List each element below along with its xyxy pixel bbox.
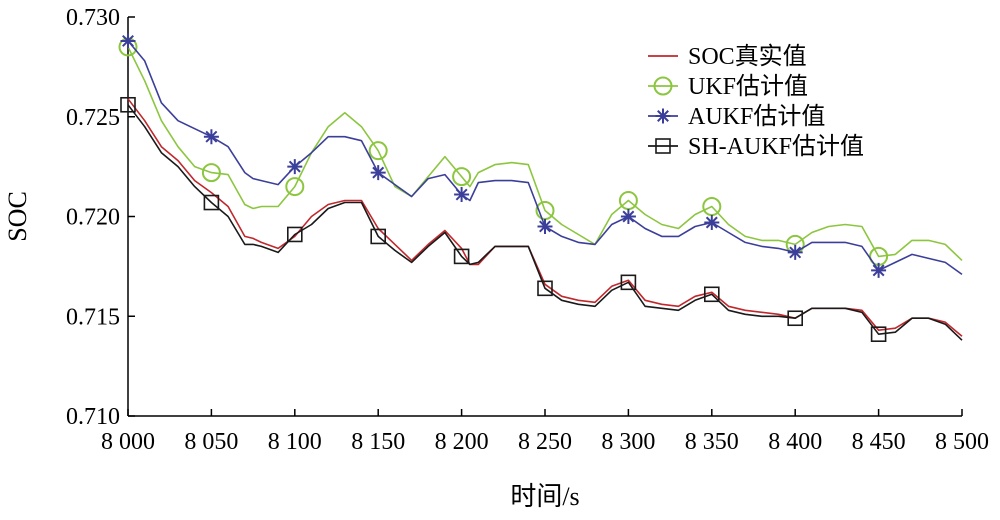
- series-line: [127, 104, 963, 341]
- series-line: [127, 46, 963, 261]
- star-marker: [655, 108, 671, 124]
- star-marker: [203, 129, 219, 145]
- series-square: [120, 96, 963, 343]
- square-marker: [453, 248, 470, 265]
- star-marker: [787, 244, 803, 260]
- square-marker: [537, 280, 553, 297]
- legend-item: SOC真实值: [648, 43, 807, 70]
- legend-item: UKF估计值: [648, 73, 808, 100]
- y-tick-label: 0.730: [66, 5, 120, 31]
- star-marker: [287, 159, 303, 175]
- x-tick-label: 8 100: [268, 429, 322, 455]
- star-marker: [454, 187, 470, 203]
- square-marker: [703, 286, 720, 303]
- circle-marker: [285, 177, 305, 197]
- square-marker: [870, 326, 887, 343]
- x-tick-label: 8 050: [184, 429, 238, 455]
- square-marker: [120, 96, 136, 113]
- x-tick-label: 8 300: [601, 429, 655, 455]
- star-marker: [871, 262, 887, 278]
- y-tick-label: 0.710: [66, 404, 120, 430]
- square-marker: [203, 194, 220, 211]
- star-marker: [537, 218, 553, 234]
- legend-item: SH-AUKF估计值: [648, 133, 864, 160]
- square-marker: [286, 226, 303, 243]
- star-marker: [620, 209, 636, 224]
- star-marker: [120, 33, 136, 49]
- x-tick-label: 8 400: [768, 429, 822, 455]
- x-axis-title: 时间/s: [510, 482, 579, 511]
- x-tick-label: 8 250: [518, 429, 572, 455]
- square-marker: [370, 228, 387, 245]
- series-star: [120, 33, 963, 278]
- y-tick-label: 0.720: [66, 205, 120, 231]
- legend: SOC真实值 UKF估计值 AUKF估计值 SH-AUKF估计值: [648, 43, 864, 160]
- y-tick-label: 0.715: [66, 304, 120, 330]
- legend-label: SH-AUKF估计值: [688, 133, 864, 160]
- legend-label: SOC真实值: [688, 43, 807, 70]
- star-marker: [370, 165, 386, 181]
- circle-marker: [201, 163, 221, 183]
- square-marker: [787, 310, 804, 327]
- y-tick-label: 0.725: [66, 105, 120, 131]
- series-line: [127, 40, 963, 276]
- square-marker: [620, 274, 637, 291]
- x-tick-label: 8 200: [435, 429, 489, 455]
- series-group: [118, 33, 963, 343]
- axes: 8 000 8 050 8 100 8 150 8 200 8 250 8 300 8 350…: [66, 5, 989, 455]
- x-tick-label: 8 500: [935, 429, 989, 455]
- circle-marker: [368, 141, 388, 161]
- circle-marker: [653, 76, 673, 96]
- y-axis-title: SOC: [3, 191, 32, 242]
- circle-marker: [452, 167, 472, 187]
- x-tick-label: 8 350: [685, 429, 739, 455]
- x-tick-label: 8 150: [351, 429, 405, 455]
- legend-label: UKF估计值: [688, 73, 808, 100]
- x-tick-label: 8 450: [852, 429, 906, 455]
- legend-item: AUKF估计值: [648, 103, 825, 130]
- legend-label: AUKF估计值: [688, 103, 825, 130]
- star-marker: [704, 214, 720, 230]
- x-tick-label: 8 000: [101, 429, 155, 455]
- square-marker: [655, 138, 671, 154]
